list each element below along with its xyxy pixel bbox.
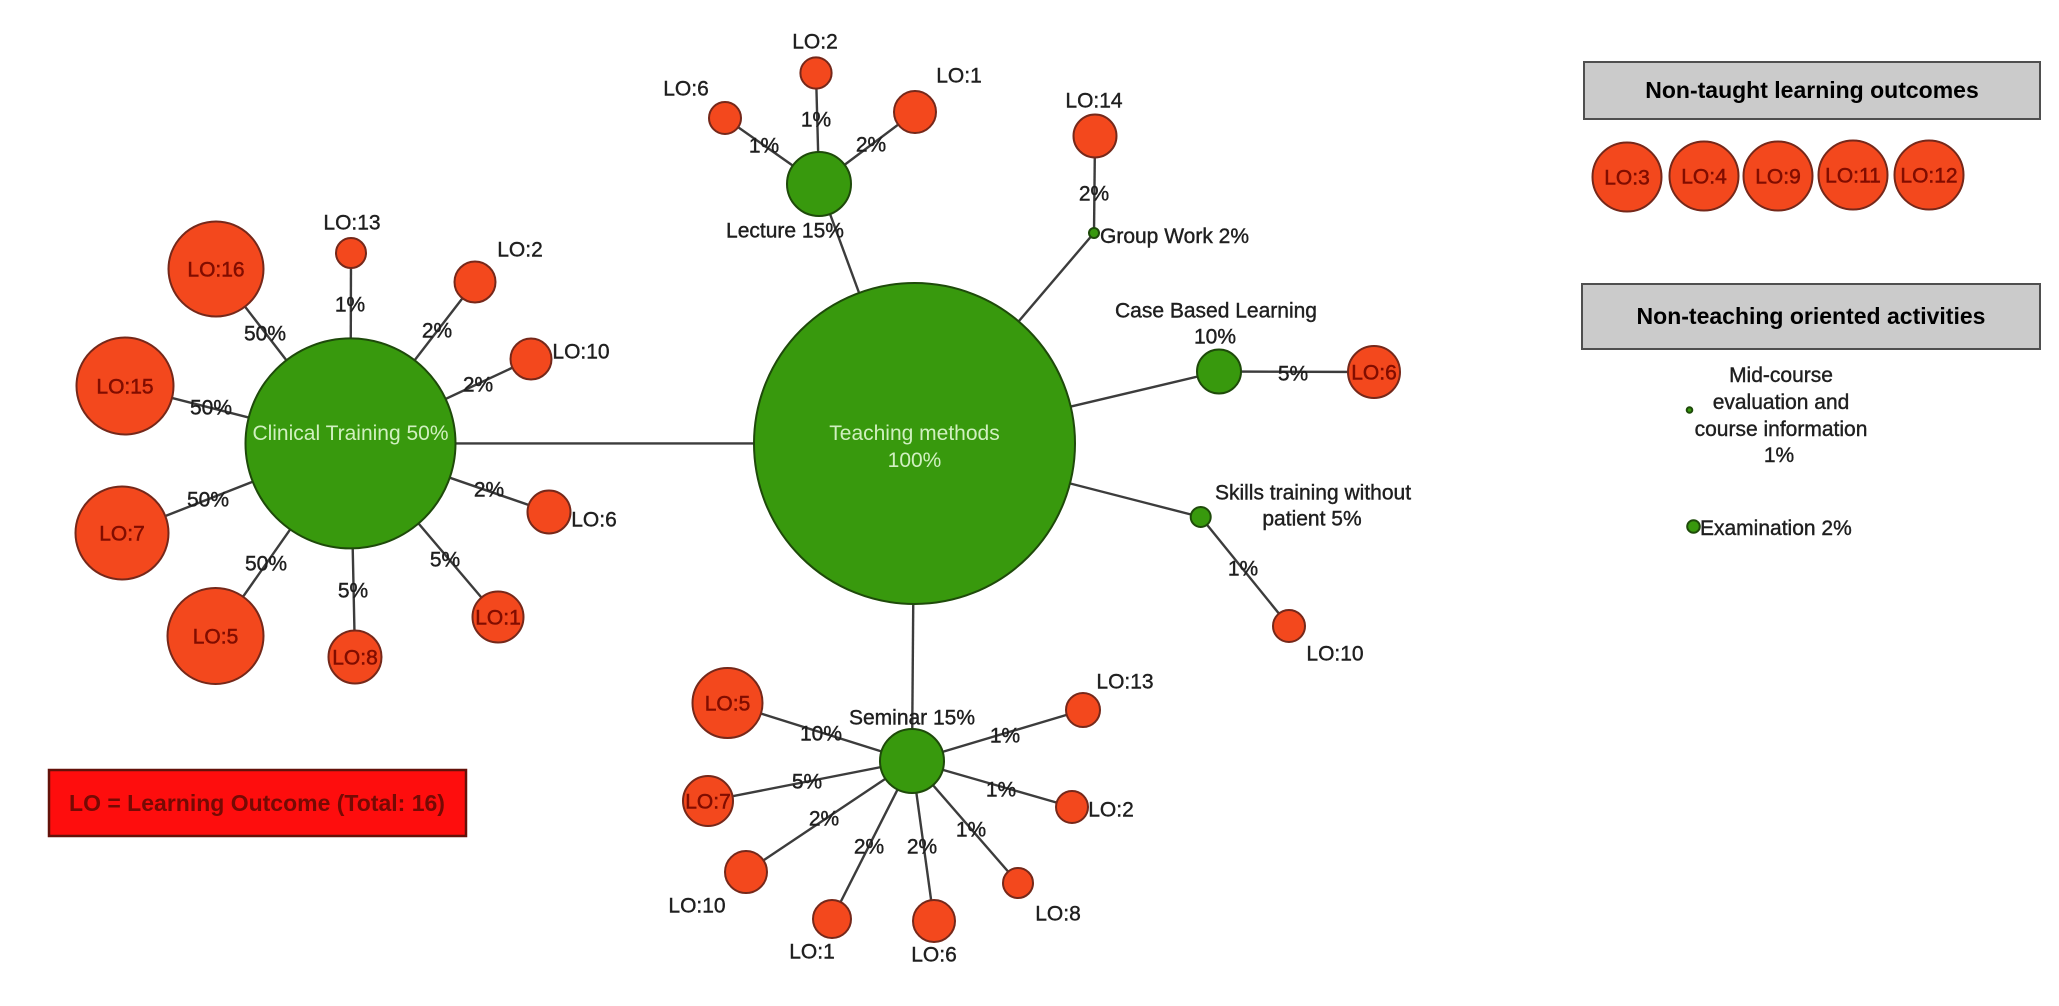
svg-text:LO:7: LO:7 [99,523,145,546]
svg-text:1%: 1% [335,294,365,317]
svg-text:LO:16: LO:16 [187,259,244,282]
svg-text:LO:1: LO:1 [936,65,982,88]
svg-text:LO:15: LO:15 [96,376,153,399]
svg-text:LO:2: LO:2 [792,31,838,54]
svg-text:LO:11: LO:11 [1825,165,1881,188]
svg-text:Examination 2%: Examination 2% [1700,517,1852,540]
svg-text:LO:13: LO:13 [1096,671,1153,694]
svg-text:10%: 10% [800,723,842,746]
svg-text:LO:10: LO:10 [668,895,725,918]
svg-text:10%: 10% [1194,326,1236,349]
svg-text:50%: 50% [244,323,286,346]
svg-text:LO:2: LO:2 [497,239,543,262]
svg-text:patient 5%: patient 5% [1262,508,1361,531]
svg-text:2%: 2% [463,374,493,397]
svg-text:1%: 1% [990,725,1020,748]
svg-text:Non-taught learning outcomes: Non-taught learning outcomes [1645,77,1979,103]
svg-text:LO:9: LO:9 [1755,166,1801,189]
svg-text:LO:10: LO:10 [552,341,609,364]
svg-text:LO:14: LO:14 [1065,90,1123,113]
svg-text:1%: 1% [1228,558,1258,581]
svg-text:LO:5: LO:5 [705,693,751,716]
svg-text:LO:7: LO:7 [685,791,731,814]
svg-text:2%: 2% [856,134,886,157]
svg-text:LO:1: LO:1 [789,941,835,964]
svg-text:LO:6: LO:6 [663,78,709,101]
svg-text:LO:8: LO:8 [1035,903,1081,926]
svg-text:5%: 5% [792,771,822,794]
svg-text:LO:12: LO:12 [1900,165,1957,188]
svg-text:1%: 1% [986,779,1016,802]
svg-text:Mid-course: Mid-course [1729,364,1833,387]
svg-text:5%: 5% [1278,363,1308,386]
svg-text:Group Work 2%: Group Work 2% [1100,225,1249,248]
svg-text:5%: 5% [430,549,460,572]
svg-text:LO:3: LO:3 [1604,167,1650,190]
svg-text:Lecture 15%: Lecture 15% [726,220,844,243]
svg-text:evaluation and: evaluation and [1713,391,1850,414]
svg-text:1%: 1% [1764,444,1794,467]
svg-text:Skills training without: Skills training without [1215,482,1411,505]
svg-text:LO:8: LO:8 [332,647,378,670]
svg-text:2%: 2% [1079,183,1109,206]
svg-text:LO:5: LO:5 [193,626,239,649]
svg-text:Teaching methods: Teaching methods [829,422,999,445]
svg-text:1%: 1% [801,109,831,132]
svg-text:LO:2: LO:2 [1088,799,1134,822]
svg-text:Case Based Learning: Case Based Learning [1115,300,1317,323]
svg-text:Non-teaching oriented activiti: Non-teaching oriented activities [1637,303,1986,329]
svg-text:course information: course information [1695,418,1868,441]
svg-text:LO:13: LO:13 [323,212,380,235]
svg-text:LO:10: LO:10 [1306,643,1363,666]
svg-text:50%: 50% [245,553,287,576]
svg-text:Clinical Training 50%: Clinical Training 50% [252,422,448,445]
svg-text:2%: 2% [474,479,504,502]
svg-text:1%: 1% [956,819,986,842]
svg-text:2%: 2% [907,836,937,859]
svg-text:100%: 100% [888,449,942,472]
svg-text:LO:1: LO:1 [475,607,521,630]
svg-text:2%: 2% [422,320,452,343]
svg-text:1%: 1% [749,135,779,158]
svg-text:LO:6: LO:6 [1351,362,1397,385]
svg-text:Seminar 15%: Seminar 15% [849,707,975,730]
svg-text:LO = Learning Outcome (Total:: LO = Learning Outcome (Total: 16) [69,790,445,816]
svg-text:5%: 5% [338,580,368,603]
svg-text:50%: 50% [187,489,229,512]
svg-text:2%: 2% [854,836,884,859]
svg-text:LO:6: LO:6 [571,509,617,532]
svg-text:LO:4: LO:4 [1681,166,1727,189]
svg-text:LO:6: LO:6 [911,944,957,967]
svg-text:2%: 2% [809,808,839,831]
svg-text:50%: 50% [190,397,232,420]
